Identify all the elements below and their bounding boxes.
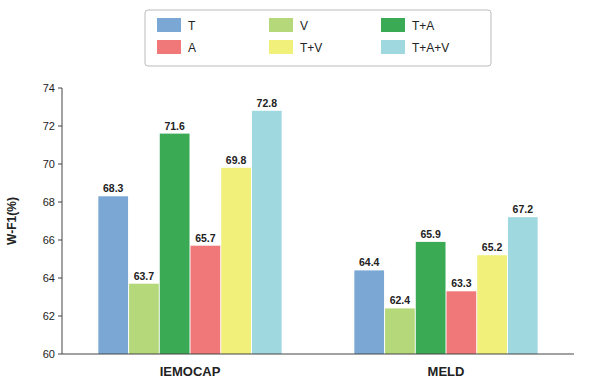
legend-label: A bbox=[188, 41, 196, 55]
data-label: 65.9 bbox=[420, 228, 441, 240]
y-tick bbox=[58, 278, 62, 279]
bar: T+V — MELD: 65.2 bbox=[477, 255, 507, 354]
y-tick-label: 70 bbox=[43, 158, 55, 170]
bar: T+A — IEMOCAP: 71.6 bbox=[160, 134, 190, 354]
data-label: 62.4 bbox=[390, 294, 411, 306]
legend-item: T+A bbox=[381, 18, 434, 33]
data-labels: 68.3 64.4 63.7 62.4 71.6 65.9 65.7 63.3 69.8 65.2… bbox=[103, 97, 533, 307]
y-tick-label: 72 bbox=[43, 120, 55, 132]
y-tick bbox=[58, 240, 62, 241]
y-axis-line bbox=[62, 88, 63, 354]
bar: V — MELD: 62.4 bbox=[385, 308, 415, 354]
legend-swatch bbox=[157, 40, 181, 54]
legend-label: T+A+V bbox=[412, 41, 449, 55]
y-tick-label: 64 bbox=[43, 272, 55, 284]
y-axis-label: W-F1(%) bbox=[5, 197, 19, 245]
chart-svg: T — IEMOCAP: 68.3 T — MELD: 64.4 V — IEMOC… bbox=[0, 0, 590, 390]
y-tick-label: 62 bbox=[43, 310, 55, 322]
legend-label: V bbox=[300, 19, 308, 33]
bars: T — IEMOCAP: 68.3 T — MELD: 64.4 V — IEMOC… bbox=[98, 111, 537, 354]
data-label: 64.4 bbox=[359, 256, 380, 268]
y-tick-label: 60 bbox=[43, 348, 55, 360]
legend-swatch bbox=[381, 18, 405, 32]
data-label: 69.8 bbox=[226, 154, 247, 166]
y-tick-label: 68 bbox=[43, 196, 55, 208]
bar: T — IEMOCAP: 68.3 bbox=[98, 196, 128, 354]
legend-item: T bbox=[157, 18, 196, 33]
legend-item: A bbox=[157, 40, 196, 55]
data-label: 68.3 bbox=[103, 182, 124, 194]
legend-item: T+A+V bbox=[381, 40, 449, 55]
data-label: 72.8 bbox=[257, 97, 278, 109]
legend: T V T+A A T+V T+A+V bbox=[145, 10, 491, 66]
legend-item: V bbox=[269, 18, 308, 33]
data-label: 63.3 bbox=[451, 277, 472, 289]
axes: 60 62 64 66 68 70 72 74 IEMOCAP MELD W-F1(%) bbox=[5, 82, 574, 379]
data-label: 65.7 bbox=[195, 232, 216, 244]
y-tick bbox=[58, 126, 62, 127]
x-tick-label: IEMOCAP bbox=[160, 364, 221, 379]
bar: V — IEMOCAP: 63.7 bbox=[129, 284, 159, 354]
data-label: 67.2 bbox=[513, 203, 534, 215]
data-label: 65.2 bbox=[482, 241, 503, 253]
bar: T+A+V — IEMOCAP: 72.8 bbox=[252, 111, 282, 354]
legend-swatch bbox=[269, 40, 293, 54]
data-label: 63.7 bbox=[134, 270, 155, 282]
y-tick-label: 74 bbox=[43, 82, 55, 94]
legend-label: T+V bbox=[300, 41, 322, 55]
legend-label: T bbox=[188, 19, 196, 33]
x-tick-label: MELD bbox=[428, 364, 465, 379]
bar: T+A+V — MELD: 67.2 bbox=[508, 217, 538, 354]
bar: T — MELD: 64.4 bbox=[354, 270, 384, 354]
legend-frame bbox=[145, 10, 491, 66]
y-tick bbox=[58, 164, 62, 165]
y-tick bbox=[58, 202, 62, 203]
bar: A — MELD: 63.3 bbox=[447, 291, 477, 354]
x-axis-line bbox=[62, 354, 574, 355]
bar: A — IEMOCAP: 65.7 bbox=[191, 246, 221, 354]
chart-container: T — IEMOCAP: 68.3 T — MELD: 64.4 V — IEMOC… bbox=[0, 0, 590, 390]
y-tick bbox=[58, 88, 62, 89]
legend-item: T+V bbox=[269, 40, 322, 55]
y-tick bbox=[58, 316, 62, 317]
y-tick-label: 66 bbox=[43, 234, 55, 246]
legend-swatch bbox=[269, 18, 293, 32]
legend-label: T+A bbox=[412, 19, 434, 33]
legend-swatch bbox=[157, 18, 181, 32]
bar: T+A — MELD: 65.9 bbox=[416, 242, 446, 354]
bar: T+V — IEMOCAP: 69.8 bbox=[221, 168, 251, 354]
y-tick bbox=[58, 354, 62, 355]
data-label: 71.6 bbox=[164, 120, 185, 132]
legend-swatch bbox=[381, 40, 405, 54]
